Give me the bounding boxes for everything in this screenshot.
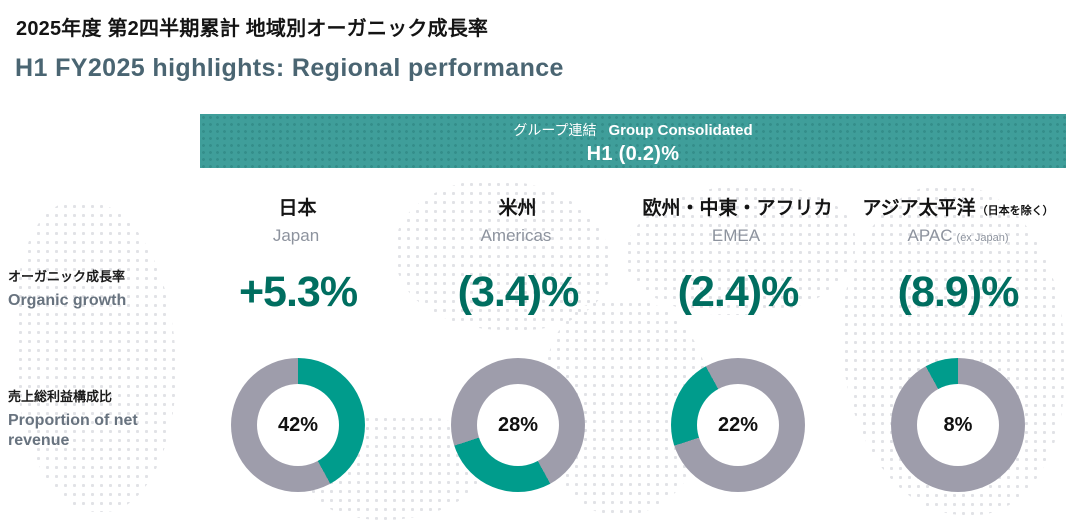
- region-column-emea: 欧州・中東・アフリカ EMEA (2.4)% 22%: [628, 196, 848, 492]
- map-dots-patch: [625, 185, 855, 315]
- donut-hole: 42%: [257, 384, 339, 466]
- row-label-organic-growth: オーガニック成長率 Organic growth: [8, 268, 180, 311]
- net-revenue-share-value: 22%: [717, 413, 759, 436]
- net-revenue-share-value: 42%: [277, 413, 319, 436]
- region-name-jp-text: 米州: [498, 198, 537, 219]
- organic-growth-value: (3.4)%: [457, 268, 580, 316]
- region-name-jp: 米州: [408, 196, 628, 224]
- region-name-en-text: APAC: [907, 226, 953, 245]
- group-growth-value: H1 (0.2)%: [586, 143, 680, 165]
- net-revenue-donut-chart: 22%: [671, 358, 805, 492]
- organic-growth-label-jp: オーガニック成長率: [8, 269, 126, 284]
- page-title-english: H1 FY2025 highlights: Regional performan…: [15, 54, 564, 82]
- organic-growth-value: (2.4)%: [677, 268, 800, 316]
- region-name-jp-text: 欧州・中東・アフリカ: [642, 198, 833, 219]
- organic-growth-value: +5.3%: [238, 268, 358, 316]
- region-name-jp-text: アジア太平洋: [862, 198, 976, 219]
- map-dots-patch: [16, 202, 176, 512]
- net-revenue-donut-chart: 42%: [231, 358, 365, 492]
- map-dots-patch: [395, 180, 610, 330]
- net-revenue-donut-chart: 8%: [891, 358, 1025, 492]
- region-name-en: EMEA: [628, 224, 848, 250]
- donut-wrap: 22%: [628, 358, 848, 492]
- regions-grid: 日本 Japan +5.3% 42% 米州 Americas (3.4)% 28…: [188, 196, 1068, 492]
- region-name-jp-note: （日本を除く）: [976, 205, 1054, 217]
- organic-growth-value: (8.9)%: [897, 268, 1020, 316]
- region-name-jp: アジア太平洋（日本を除く）: [848, 196, 1068, 224]
- region-name-en-text: EMEA: [711, 226, 761, 245]
- group-consolidated-banner: グループ連結 Group Consolidated H1 (0.2)%: [200, 114, 1066, 168]
- region-name-jp: 欧州・中東・アフリカ: [628, 196, 848, 224]
- region-name-jp: 日本: [188, 196, 408, 224]
- group-consolidated-label: グループ連結 Group Consolidated: [200, 121, 1066, 140]
- donut-wrap: 28%: [408, 358, 628, 492]
- region-name-en: APAC (ex Japan): [848, 224, 1068, 250]
- region-name-en-note: (ex Japan): [956, 232, 1009, 244]
- region-column-apac: アジア太平洋（日本を除く） APAC (ex Japan) (8.9)% 8%: [848, 196, 1068, 492]
- donut-hole: 22%: [697, 384, 779, 466]
- page-title-japanese: 2025年度 第2四半期累計 地域別オーガニック成長率: [16, 18, 489, 40]
- group-label-english: Group Consolidated: [608, 122, 753, 139]
- region-name-en-text: Americas: [480, 226, 552, 245]
- group-label-japanese: グループ連結: [513, 122, 597, 138]
- net-revenue-label-en: Proportion of net revenue: [8, 412, 138, 449]
- region-column-japan: 日本 Japan +5.3% 42%: [188, 196, 408, 492]
- net-revenue-share-value: 28%: [497, 413, 539, 436]
- region-name-en: Americas: [408, 224, 628, 250]
- net-revenue-share-value: 8%: [943, 413, 973, 436]
- region-name-en: Japan: [188, 224, 408, 250]
- region-column-americas: 米州 Americas (3.4)% 28%: [408, 196, 628, 492]
- donut-wrap: 8%: [848, 358, 1068, 492]
- donut-hole: 28%: [477, 384, 559, 466]
- net-revenue-donut-chart: 28%: [451, 358, 585, 492]
- row-label-net-revenue: 売上総利益構成比 Proportion of net revenue: [8, 388, 180, 451]
- donut-hole: 8%: [917, 384, 999, 466]
- region-name-jp-text: 日本: [278, 198, 317, 219]
- region-name-en-text: Japan: [272, 226, 320, 245]
- donut-wrap: 42%: [188, 358, 408, 492]
- organic-growth-label-en: Organic growth: [8, 292, 127, 309]
- net-revenue-label-jp: 売上総利益構成比: [8, 389, 113, 404]
